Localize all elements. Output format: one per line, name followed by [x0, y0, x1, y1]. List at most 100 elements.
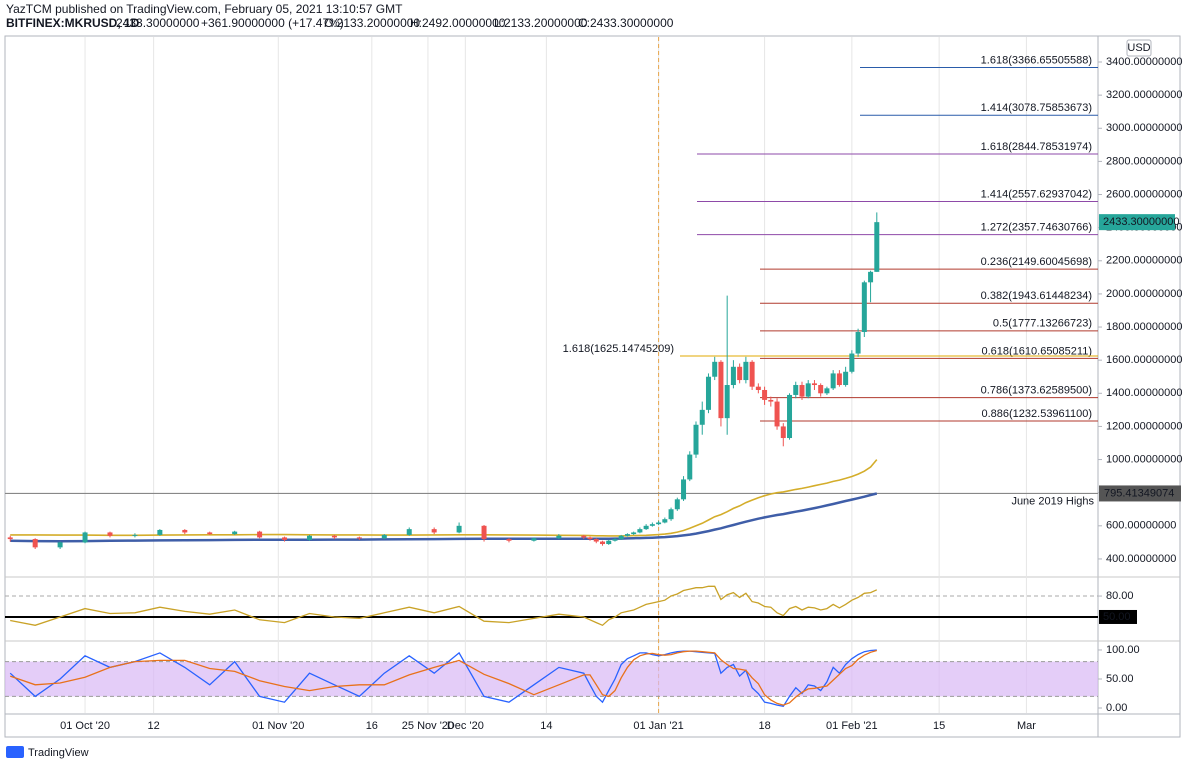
x-tick-label: 01 Nov '20: [252, 720, 304, 732]
candle-body: [718, 361, 724, 419]
candle-body: [57, 542, 63, 548]
y-tick-label: 3400.00000000: [1106, 56, 1182, 68]
candle-body: [506, 539, 512, 541]
candle-body: [556, 535, 562, 539]
candle-body: [356, 537, 362, 539]
y-tick-label: 2600.00000000: [1106, 188, 1182, 200]
indicator-line: [10, 585, 878, 627]
y-tick-label: 400.00000000: [1106, 553, 1176, 565]
candle-body: [762, 389, 768, 400]
candle-body: [861, 282, 867, 333]
y-tick-label: 50.00: [1106, 673, 1134, 685]
candle-body: [481, 525, 487, 540]
x-tick-label: 25 Nov '20: [402, 720, 454, 732]
candle-body: [32, 539, 38, 548]
y-tick-label: 3000.00000000: [1106, 122, 1182, 134]
annotation: June 2019 Highs: [1011, 495, 1094, 507]
change: +361.90000000 (+17.47%): [201, 16, 344, 30]
x-tick-label: 01 Jan '21: [633, 720, 683, 732]
candle-body: [381, 534, 387, 539]
candle-body: [874, 222, 880, 272]
y-tick-label: 0.00: [1106, 702, 1127, 714]
candle-body: [306, 535, 312, 540]
y-tick-label: 1800.00000000: [1106, 321, 1182, 333]
fib-label: 1.618(2844.78531974): [981, 141, 1092, 153]
y-tick-label: 2800.00000000: [1106, 155, 1182, 167]
candle-body: [82, 532, 88, 543]
candle-body: [643, 525, 649, 530]
y-tick-label: 1400.00000000: [1106, 387, 1182, 399]
candle-body: [699, 409, 705, 425]
candle-body: [818, 385, 824, 394]
candle-body: [749, 361, 755, 387]
candle-body: [282, 537, 288, 540]
candle-body: [824, 388, 830, 394]
candle-body: [768, 399, 774, 402]
candle-body: [606, 540, 612, 545]
price-tag: [1099, 214, 1175, 231]
candle-body: [637, 529, 643, 533]
logo: [6, 746, 24, 758]
fib-label: 1.414(2557.62937042): [981, 188, 1092, 200]
y-tick-label: 100.00: [1106, 644, 1140, 656]
y-tick-label: 80.00: [1106, 590, 1134, 602]
candle-body: [257, 531, 263, 538]
candle-body: [774, 401, 780, 427]
fib-label: 1.414(3078.75853673): [981, 102, 1092, 114]
y-tick-label: 600.00000000: [1106, 520, 1176, 532]
ohlc-close: C:2433.30000000: [578, 16, 674, 30]
candle-body: [780, 426, 786, 439]
last-price: 2433.30000000: [116, 16, 200, 30]
candle-body: [207, 532, 213, 535]
candle-body: [855, 332, 861, 354]
ohlc-open: O:2133.20000000: [324, 16, 420, 30]
candle-body: [7, 537, 13, 540]
candle-body: [755, 386, 761, 390]
brand: TradingView: [28, 747, 89, 759]
candle-body: [406, 529, 412, 535]
y-tick-label: 2000.00000000: [1106, 288, 1182, 300]
candle-body: [811, 383, 817, 386]
fib-label: 0.618(1610.65085211): [981, 345, 1092, 357]
x-tick-label: 18: [758, 720, 770, 732]
logo-mark: [6, 746, 24, 758]
candle-body: [674, 499, 680, 510]
ohlc-low: L:2133.20000000: [494, 16, 588, 30]
fib-label: 0.5(1777.13266723): [993, 318, 1092, 330]
candle-body: [593, 539, 599, 542]
candle-body: [182, 529, 188, 533]
candle-body: [612, 539, 618, 541]
fib-label: 0.886(1232.53961100): [981, 408, 1092, 420]
candle-body: [157, 529, 163, 535]
x-tick-label: 15: [933, 720, 945, 732]
candle-body: [587, 537, 593, 540]
symbol: BITFINEX:MKRUSD, 1D: [6, 16, 140, 30]
candle-body: [843, 371, 849, 386]
y-tick-label: 1000.00000000: [1106, 453, 1182, 465]
x-tick-label: 01 Feb '21: [826, 720, 878, 732]
candle-body: [232, 531, 238, 535]
candle-body: [687, 454, 693, 480]
candle-body: [531, 538, 537, 541]
moving-average: [10, 492, 878, 543]
candle-body: [799, 385, 805, 397]
indicator-line: [9, 649, 877, 706]
fib-label: 0.786(1373.62589500): [981, 385, 1092, 397]
candle-body: [107, 532, 113, 536]
y-tick-label: 1600.00000000: [1106, 354, 1182, 366]
currency-box: [1126, 39, 1152, 57]
fib-label: 1.618(1625.14745209): [563, 343, 674, 355]
level-tag: [1099, 609, 1137, 624]
candle-body: [868, 271, 874, 283]
y-tick-label: 2200.00000000: [1106, 255, 1182, 267]
candle-body: [631, 532, 637, 535]
fib-label: 0.382(1943.61448234): [981, 290, 1092, 302]
fib-label: 0.236(2149.60045698): [981, 256, 1092, 268]
level-tag: [1099, 485, 1181, 502]
candle-body: [849, 353, 855, 372]
candle-body: [662, 519, 668, 523]
publisher: YazTCM published on TradingView.com, Feb…: [6, 2, 403, 16]
price-tag-label: 2433.30000000: [1103, 216, 1179, 228]
